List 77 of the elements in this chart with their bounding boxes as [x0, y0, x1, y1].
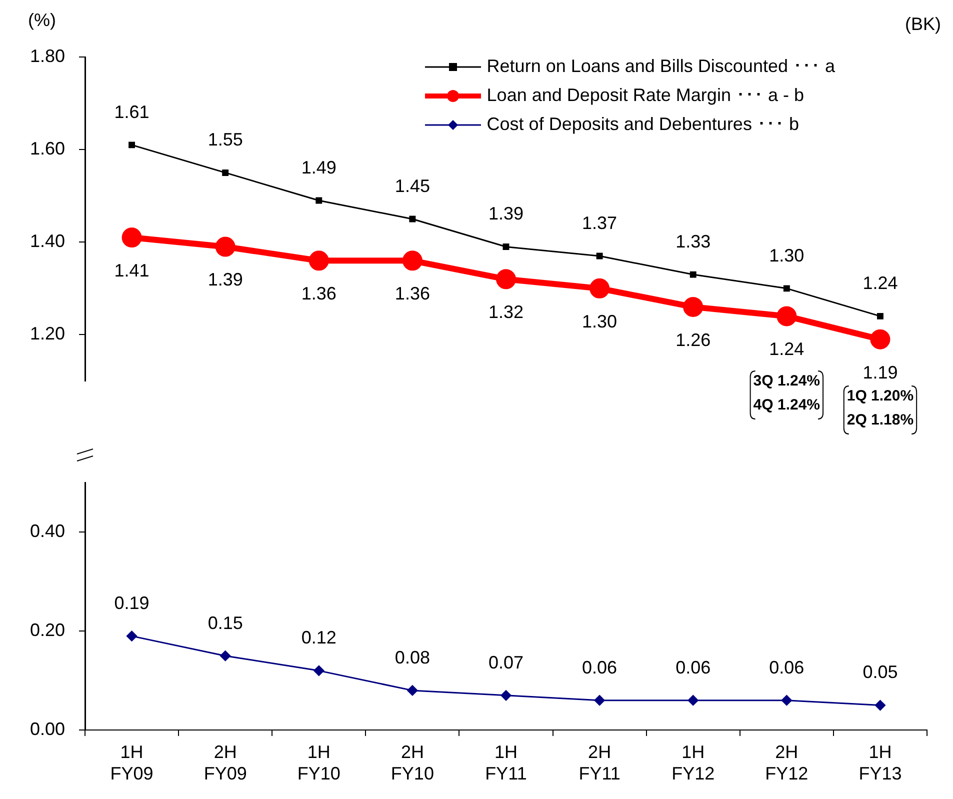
- data-label: 1.39: [208, 270, 243, 290]
- x-tick-label: 2H FY09: [204, 742, 247, 784]
- data-label: 1.32: [488, 302, 524, 322]
- point: [496, 269, 516, 290]
- point: [128, 142, 136, 148]
- point: [596, 252, 603, 260]
- data-label: 0.12: [301, 628, 336, 648]
- data-label: 1.30: [769, 245, 804, 266]
- legend-label: Return on Loans and Bills Discounted ･･･ a: [486, 56, 835, 77]
- y-tick-label: 1.80: [30, 46, 65, 66]
- x-tick-label: 1H FY10: [297, 742, 340, 784]
- legend-label: Cost of Deposits and Debentures ･･･ b: [486, 114, 799, 135]
- data-label: 1.19: [862, 362, 898, 382]
- data-label: 1.45: [394, 176, 430, 196]
- y-tick-label: 0.00: [30, 718, 65, 739]
- point: [874, 700, 886, 711]
- data-label: 0.19: [114, 593, 150, 614]
- data-label: 1.49: [301, 157, 336, 178]
- data-label: 1.33: [676, 232, 711, 252]
- point: [690, 271, 696, 278]
- point: [402, 250, 422, 271]
- data-label: 1.39: [488, 204, 524, 224]
- x-tick-label: 1H FY13: [858, 742, 902, 784]
- legend-label: Loan and Deposit Rate Margin ･･･ a - b: [486, 85, 804, 106]
- point: [316, 197, 322, 204]
- point: [407, 685, 418, 696]
- x-tick-label: 2H FY12: [765, 742, 808, 784]
- point: [877, 312, 884, 320]
- data-label: 1.55: [208, 130, 243, 150]
- data-label: 1.36: [394, 284, 430, 304]
- point: [688, 695, 698, 706]
- x-tick-label: 1H FY11: [485, 742, 527, 784]
- point: [683, 296, 704, 317]
- data-label: 1.30: [582, 311, 618, 332]
- text: (BK): [905, 14, 941, 34]
- point: [126, 630, 138, 642]
- data-label: 1.61: [114, 102, 150, 122]
- point: [781, 695, 792, 706]
- point: [220, 650, 231, 662]
- data-label: 1.24: [769, 339, 804, 360]
- point: [308, 250, 329, 271]
- point: [783, 285, 790, 292]
- point: [594, 695, 605, 706]
- data-label: 0.05: [862, 662, 898, 682]
- point: [314, 665, 324, 676]
- x-tick-label: 2H FY10: [390, 742, 434, 784]
- y-tick-label: 0.40: [30, 521, 65, 542]
- point: [776, 306, 797, 326]
- data-label: 1.36: [301, 284, 336, 304]
- data-label: 0.08: [394, 647, 430, 668]
- x-tick-label: 2H FY11: [578, 742, 620, 784]
- data-label: 0.06: [769, 657, 804, 678]
- annotation: 3Q 1.24% 4Q 1.24%: [753, 372, 820, 414]
- data-label: 1.26: [676, 330, 711, 350]
- data-label: 0.06: [676, 657, 711, 678]
- data-label: 0.15: [208, 612, 243, 633]
- x-tick-label: 1H FY09: [110, 742, 154, 784]
- data-label: 1.24: [862, 273, 898, 294]
- text: 1Q 1.20% 2Q 1.18%: [846, 388, 914, 429]
- point: [870, 329, 890, 350]
- point: [215, 236, 236, 257]
- y-tick-label: 1.20: [30, 324, 65, 344]
- y-axis-title: (%): [28, 10, 56, 30]
- point: [590, 278, 610, 298]
- y-tick-label: 1.60: [30, 138, 65, 159]
- data-label: 0.06: [582, 657, 618, 678]
- point: [222, 169, 229, 176]
- point: [409, 216, 416, 222]
- point: [122, 228, 142, 248]
- data-label: 0.07: [488, 652, 524, 672]
- data-label: 1.41: [114, 260, 150, 280]
- point: [502, 244, 510, 250]
- y-tick-label: 1.40: [30, 231, 65, 252]
- data-label: 1.37: [582, 212, 618, 233]
- y-tick-label: 0.20: [30, 620, 65, 640]
- x-tick-label: 1H FY12: [672, 742, 715, 784]
- point: [500, 690, 512, 701]
